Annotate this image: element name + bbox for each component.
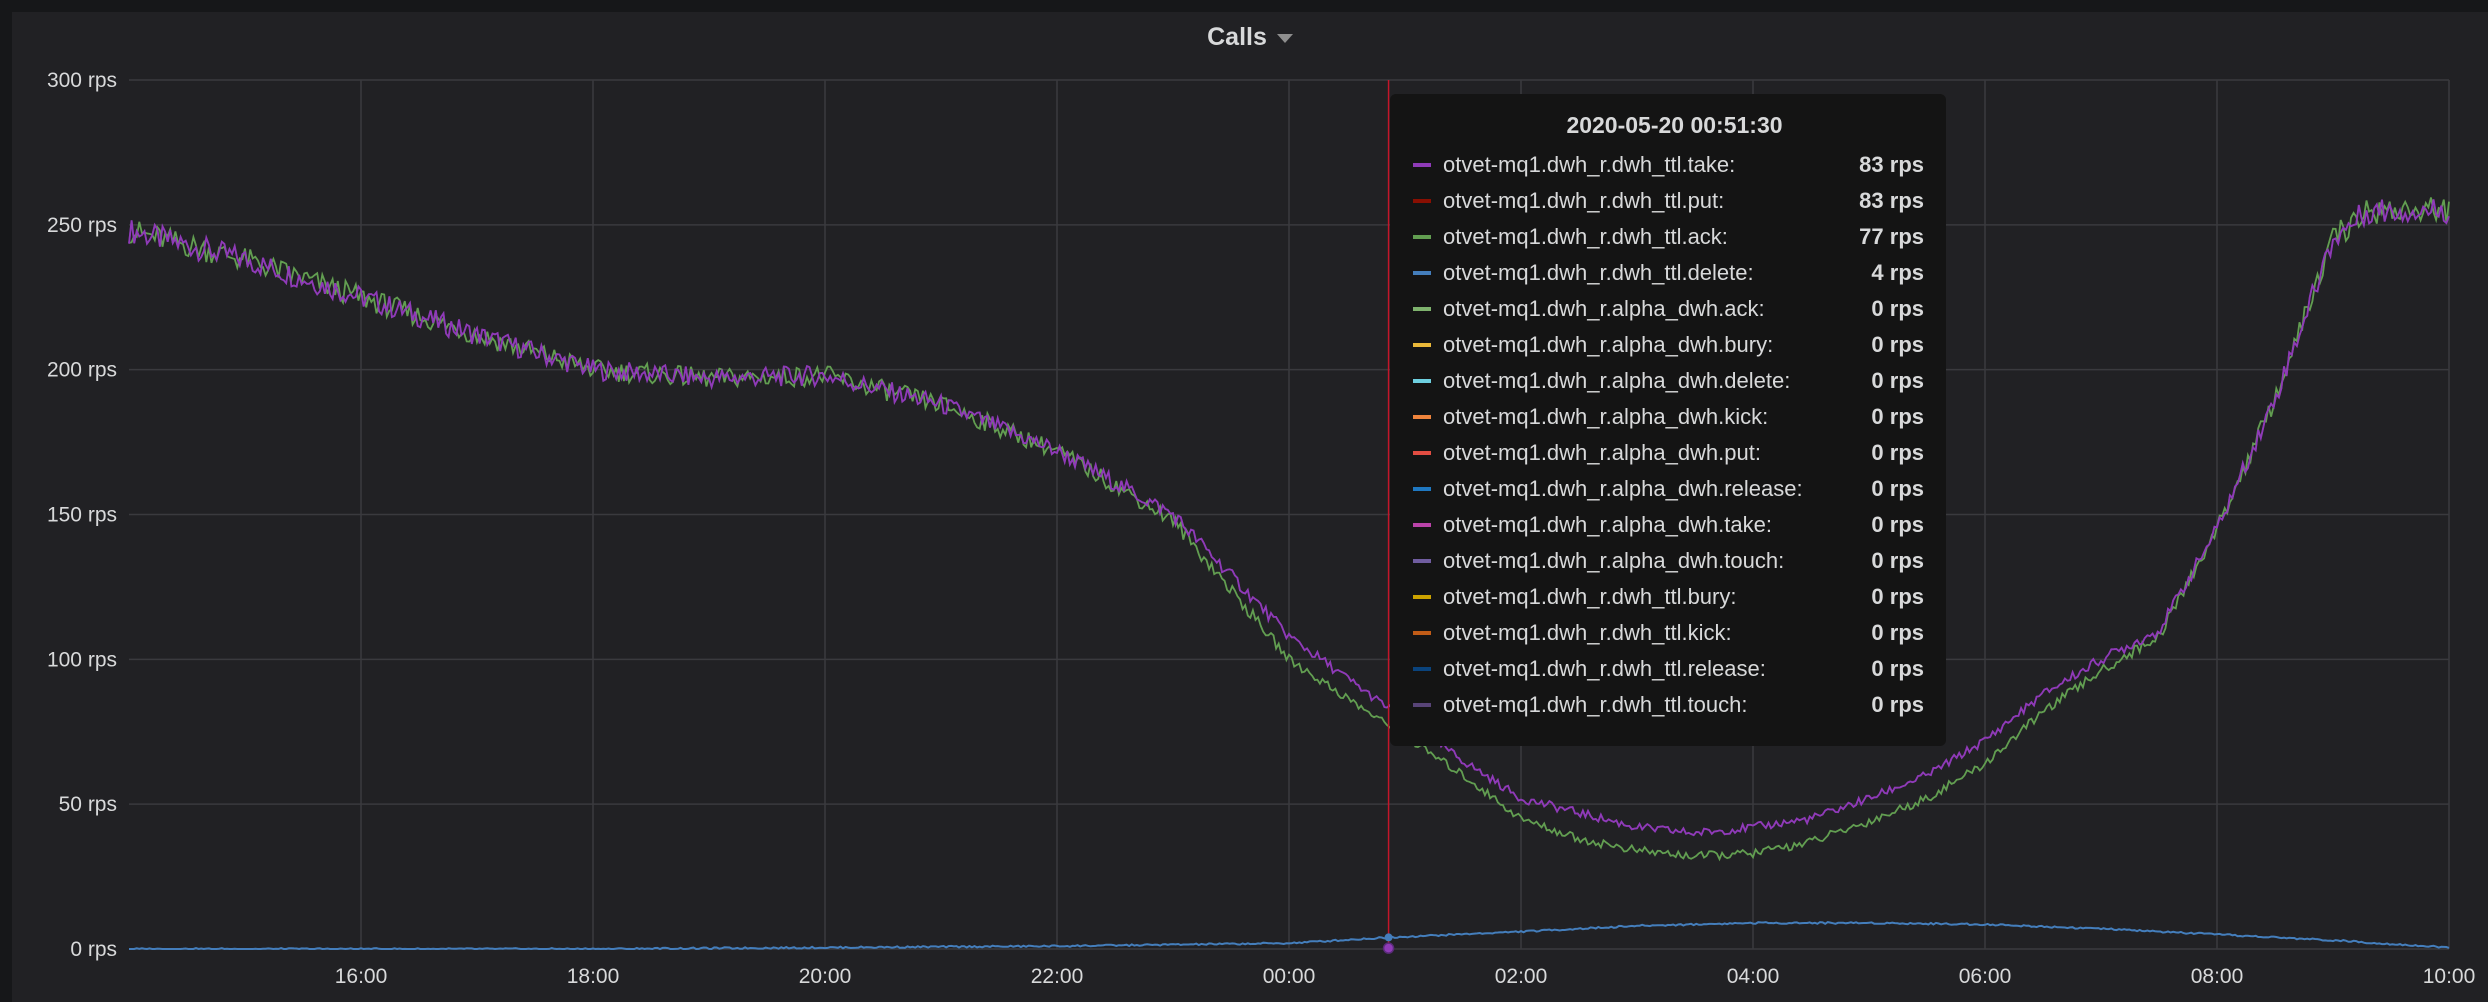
tooltip-row: otvet-mq1.dwh_r.dwh_ttl.bury: 0 rps (1413, 579, 1924, 615)
tooltip-series-name: otvet-mq1.dwh_r.alpha_dwh.kick: (1443, 404, 1769, 429)
series-line (129, 921, 2450, 951)
tooltip-row: otvet-mq1.dwh_r.alpha_dwh.kick: 0 rps (1413, 399, 1924, 435)
tooltip-series-value: 0 rps (1871, 368, 1924, 393)
tooltip-series-name: otvet-mq1.dwh_r.dwh_ttl.take: (1443, 152, 1736, 177)
tooltip-series-value: 83 rps (1859, 152, 1924, 177)
hover-tooltip: 2020-05-20 00:51:30 otvet-mq1.dwh_r.dwh_… (1390, 94, 1946, 746)
panel-title-menu[interactable]: Calls (1207, 23, 1293, 52)
tooltip-series-name: otvet-mq1.dwh_r.dwh_ttl.kick: (1443, 620, 1732, 645)
tooltip-series-name: otvet-mq1.dwh_r.alpha_dwh.touch: (1443, 548, 1785, 573)
panel-title: Calls (1207, 22, 1267, 51)
tooltip-row: otvet-mq1.dwh_r.dwh_ttl.touch: 0 rps (1413, 687, 1924, 723)
hover-point (1382, 942, 1395, 954)
x-tick-label: 04:00 (1727, 965, 1780, 988)
series-color-swatch (1413, 235, 1431, 239)
y-tick-label: 0 rps (70, 938, 117, 961)
tooltip-series-value: 0 rps (1871, 440, 1924, 465)
tooltip-series-name: otvet-mq1.dwh_r.dwh_ttl.release: (1443, 656, 1766, 681)
tooltip-series-value: 4 rps (1871, 260, 1924, 285)
tooltip-row: otvet-mq1.dwh_r.alpha_dwh.bury: 0 rps (1413, 327, 1924, 363)
series-color-swatch (1413, 703, 1431, 707)
graph-panel: Calls 0 rps 50 rps 100 rps 150 rps 200 rps 25… (12, 12, 2488, 1002)
x-tick-label: 08:00 (2191, 965, 2244, 988)
tooltip-series-name: otvet-mq1.dwh_r.alpha_dwh.put: (1443, 440, 1761, 465)
x-tick-label: 10:00 (2423, 965, 2476, 988)
tooltip-row: otvet-mq1.dwh_r.alpha_dwh.put: 0 rps (1413, 435, 1924, 471)
tooltip-series-name: otvet-mq1.dwh_r.alpha_dwh.delete: (1443, 368, 1791, 393)
y-tick-label: 50 rps (59, 793, 117, 816)
tooltip-series-value: 0 rps (1871, 620, 1924, 645)
tooltip-series-name: otvet-mq1.dwh_r.alpha_dwh.ack: (1443, 296, 1765, 321)
panel-header: Calls (12, 12, 2488, 62)
tooltip-series-value: 0 rps (1871, 332, 1924, 357)
series-color-swatch (1413, 199, 1431, 203)
series-color-swatch (1413, 595, 1431, 599)
tooltip-series-value: 77 rps (1859, 224, 1924, 249)
series-color-swatch (1413, 487, 1431, 491)
tooltip-row: otvet-mq1.dwh_r.alpha_dwh.touch: 0 rps (1413, 543, 1924, 579)
tooltip-row: otvet-mq1.dwh_r.dwh_ttl.ack: 77 rps (1413, 219, 1924, 255)
tooltip-series-name: otvet-mq1.dwh_r.dwh_ttl.ack: (1443, 224, 1728, 249)
tooltip-row: otvet-mq1.dwh_r.dwh_ttl.take: 83 rps (1413, 147, 1924, 183)
series-color-swatch (1413, 559, 1431, 563)
tooltip-series-name: otvet-mq1.dwh_r.alpha_dwh.bury: (1443, 332, 1774, 357)
tooltip-series-name: otvet-mq1.dwh_r.dwh_ttl.put: (1443, 188, 1725, 213)
series-color-swatch (1413, 523, 1431, 527)
tooltip-timestamp: 2020-05-20 00:51:30 (1566, 112, 1783, 138)
series-line (128, 199, 2450, 837)
x-tick-label: 02:00 (1495, 965, 1548, 988)
tooltip-series-value: 0 rps (1871, 584, 1924, 609)
caret-down-icon (1276, 34, 1293, 43)
y-tick-label: 300 rps (47, 69, 117, 92)
tooltip-series-value: 0 rps (1871, 476, 1924, 501)
series-color-swatch (1413, 631, 1431, 635)
x-tick-label: 22:00 (1031, 965, 1084, 988)
y-tick-label: 200 rps (47, 359, 117, 382)
tooltip-series-name: otvet-mq1.dwh_r.dwh_ttl.touch: (1443, 692, 1748, 717)
tooltip-row: otvet-mq1.dwh_r.dwh_ttl.delete: 4 rps (1413, 255, 1924, 291)
series-color-swatch (1413, 271, 1431, 275)
series-color-swatch (1413, 667, 1431, 671)
x-tick-label: 18:00 (567, 965, 620, 988)
tooltip-series-value: 0 rps (1871, 548, 1924, 573)
y-tick-label: 100 rps (47, 648, 117, 671)
tooltip-row: otvet-mq1.dwh_r.alpha_dwh.release: 0 rps (1413, 471, 1924, 507)
hover-point (1384, 933, 1393, 942)
series-line (128, 197, 2450, 862)
tooltip-series-value: 0 rps (1871, 512, 1924, 537)
series-color-swatch (1413, 163, 1431, 167)
chart-canvas[interactable]: 0 rps 50 rps 100 rps 150 rps 200 rps 250 rps 3… (12, 12, 2488, 1002)
tooltip-row: otvet-mq1.dwh_r.dwh_ttl.put: 83 rps (1413, 183, 1924, 219)
tooltip-series-name: otvet-mq1.dwh_r.dwh_ttl.bury: (1443, 584, 1737, 609)
tooltip-series-value: 0 rps (1871, 404, 1924, 429)
tooltip-row: otvet-mq1.dwh_r.dwh_ttl.kick: 0 rps (1413, 615, 1924, 651)
tooltip-series-name: otvet-mq1.dwh_r.alpha_dwh.take: (1443, 512, 1772, 537)
tooltip-row: otvet-mq1.dwh_r.dwh_ttl.release: 0 rps (1413, 651, 1924, 687)
tooltip-series-name: otvet-mq1.dwh_r.alpha_dwh.release: (1443, 476, 1803, 501)
x-tick-label: 16:00 (335, 965, 388, 988)
y-tick-label: 250 rps (47, 214, 117, 237)
tooltip-rows: otvet-mq1.dwh_r.dwh_ttl.take: 83 rps otvet… (1413, 147, 1924, 723)
x-tick-label: 20:00 (799, 965, 852, 988)
y-tick-label: 150 rps (47, 504, 117, 527)
tooltip-series-value: 0 rps (1871, 656, 1924, 681)
x-tick-label: 06:00 (1959, 965, 2012, 988)
series-color-swatch (1413, 451, 1431, 455)
series-color-swatch (1413, 343, 1431, 347)
x-tick-label: 00:00 (1263, 965, 1316, 988)
tooltip-series-value: 0 rps (1871, 296, 1924, 321)
tooltip-series-name: otvet-mq1.dwh_r.dwh_ttl.delete: (1443, 260, 1754, 285)
tooltip-row: otvet-mq1.dwh_r.alpha_dwh.delete: 0 rps (1413, 363, 1924, 399)
tooltip-series-value: 0 rps (1871, 692, 1924, 717)
series-color-swatch (1413, 307, 1431, 311)
tooltip-series-value: 83 rps (1859, 188, 1924, 213)
series-color-swatch (1413, 415, 1431, 419)
series-color-swatch (1413, 379, 1431, 383)
tooltip-row: otvet-mq1.dwh_r.alpha_dwh.ack: 0 rps (1413, 291, 1924, 327)
tooltip-row: otvet-mq1.dwh_r.alpha_dwh.take: 0 rps (1413, 507, 1924, 543)
